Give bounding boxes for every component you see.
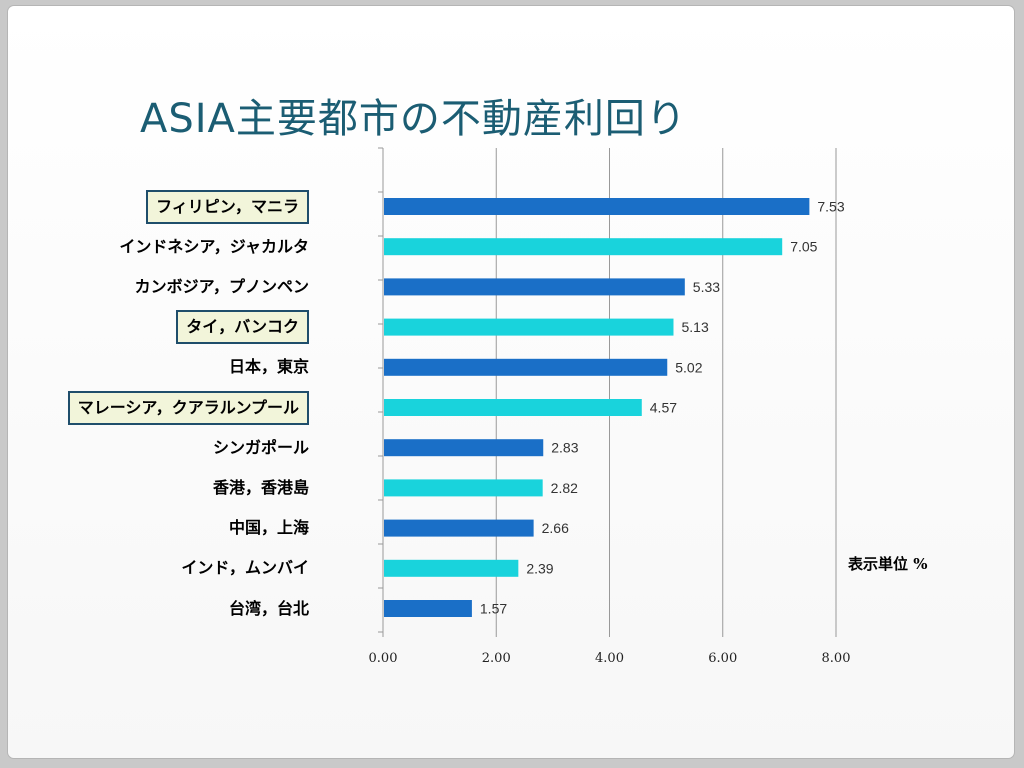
bar xyxy=(384,238,783,256)
bar xyxy=(384,600,472,617)
value-label: 2.39 xyxy=(526,560,553,576)
bar xyxy=(384,358,668,376)
value-label: 2.66 xyxy=(542,520,569,536)
x-tick-label: 0.00 xyxy=(369,651,398,666)
bar xyxy=(384,519,534,537)
bar xyxy=(384,198,810,215)
value-label: 2.83 xyxy=(551,440,578,456)
bar xyxy=(384,399,642,416)
chart-title: ASIA主要都市の不動産利回り xyxy=(140,96,687,142)
value-label: 5.13 xyxy=(681,319,708,335)
value-label: 5.02 xyxy=(675,359,702,375)
value-label: 5.33 xyxy=(693,279,720,295)
slide xyxy=(8,6,1014,758)
bar xyxy=(384,559,519,577)
category-label: フィリピン，マニラ xyxy=(146,189,309,224)
value-label: 2.82 xyxy=(551,480,578,496)
x-tick-label: 2.00 xyxy=(482,651,511,666)
category-label: インドネシア，ジャカルタ xyxy=(119,236,309,256)
category-label: 香港，香港島 xyxy=(212,477,309,497)
x-tick-label: 6.00 xyxy=(708,651,737,666)
category-label: シンガポール xyxy=(212,437,309,457)
x-tick-label: 8.00 xyxy=(822,651,851,666)
category-label: マレーシア，クアラルンプール xyxy=(67,390,309,425)
bar xyxy=(384,278,685,296)
bar xyxy=(384,318,674,336)
bar xyxy=(384,439,544,457)
category-label: 台湾，台北 xyxy=(228,598,309,618)
x-tick-label: 4.00 xyxy=(595,651,624,666)
bar xyxy=(384,479,543,497)
category-label: 中国，上海 xyxy=(228,518,309,538)
unit-label: 表示単位 % xyxy=(848,555,928,573)
value-label: 7.53 xyxy=(817,199,844,215)
category-label: インド，ムンバイ xyxy=(181,558,309,578)
category-label: タイ，バンコク xyxy=(176,310,309,345)
value-label: 7.05 xyxy=(790,239,817,255)
category-label: カンボジア，プノンペン xyxy=(134,276,309,296)
value-label: 4.57 xyxy=(650,400,677,416)
category-label: 日本，東京 xyxy=(228,357,309,377)
value-label: 1.57 xyxy=(480,601,507,617)
